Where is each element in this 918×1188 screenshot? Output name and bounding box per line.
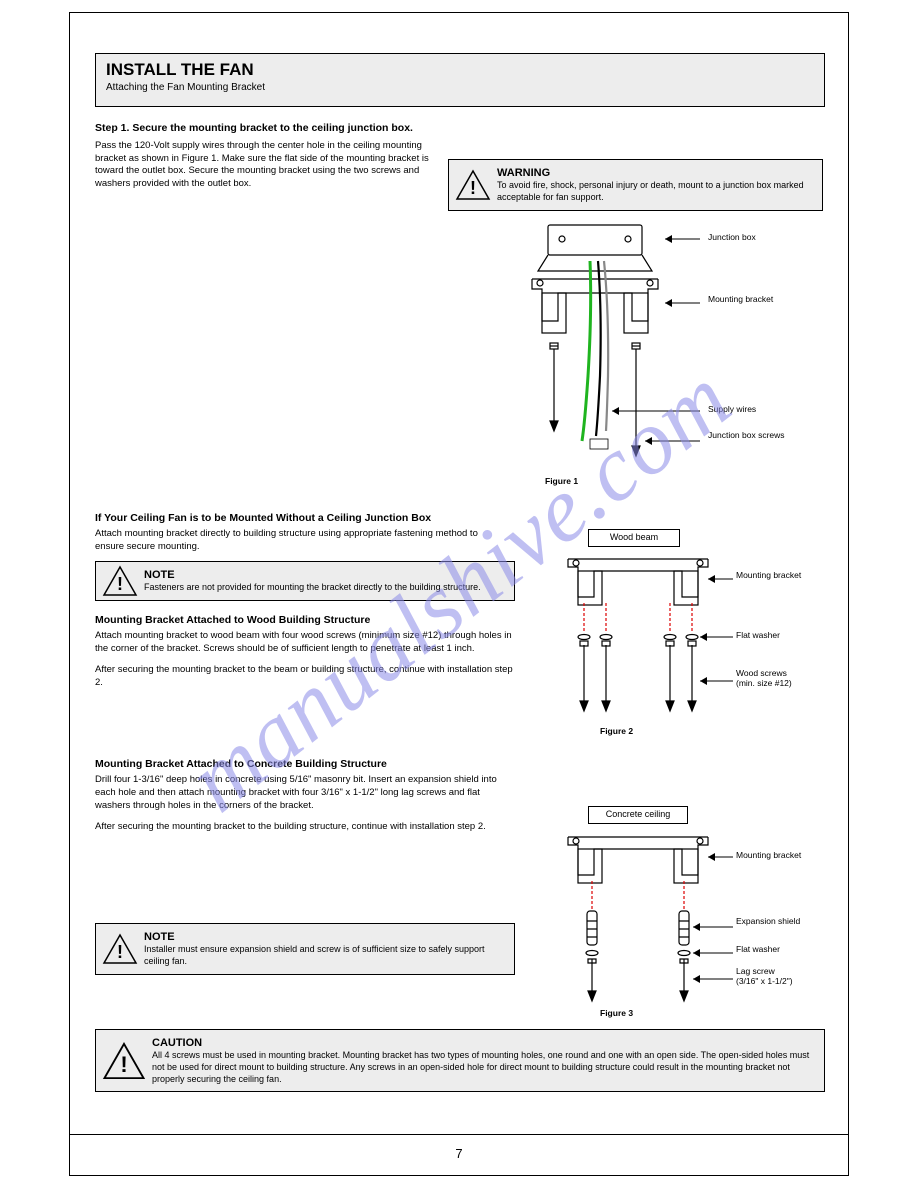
concrete-heading: Mounting Bracket Attached to Concrete Bu… [95,757,515,771]
fig3-label-ceiling: Concrete ceiling [588,806,688,824]
fig1-caption: Figure 1 [545,477,578,487]
svg-text:!: ! [117,942,123,962]
note1-body: Fasteners are not provided for mounting … [144,582,481,592]
fig2-label-bracket: Mounting bracket [736,571,806,581]
note1-title: NOTE [144,568,508,582]
svg-text:!: ! [470,178,476,198]
concrete-body: Drill four 1-3/16" deep holes in concret… [95,774,497,811]
note2-title: NOTE [144,930,508,944]
figure-3 [548,831,728,1006]
title-band: INSTALL THE FAN Attaching the Fan Mounti… [95,53,825,107]
figure-2 [548,553,728,723]
svg-text:!: ! [120,1052,127,1077]
warning-box-1: ! WARNING To avoid fire, shock, personal… [448,159,823,211]
step1-title: Step 1. Secure the mounting bracket to t… [95,122,413,134]
page-subheading: Attaching the Fan Mounting Bracket [106,82,814,93]
fig2-caption: Figure 2 [600,727,633,737]
fig3-label-shield: Expansion shield [736,917,816,927]
caution-box: ! CAUTION All 4 screws must be used in m… [95,1029,825,1092]
fig3-label-lag: Lag screw (3/16" x 1-1/2") [736,967,826,987]
figure-1 [490,221,710,471]
fig1-label-bracket: Mounting bracket [708,295,778,305]
mount-body: Attach mounting bracket directly to buil… [95,528,478,552]
concrete-block: Mounting Bracket Attached to Concrete Bu… [95,757,515,833]
caution-body: All 4 screws must be used in mounting br… [152,1050,809,1083]
step1-body: Pass the 120-Volt supply wires through t… [95,140,429,189]
footer-divider [70,1134,848,1135]
caution-title: CAUTION [152,1036,818,1050]
page-heading: INSTALL THE FAN [106,60,814,80]
mount-heading: If Your Ceiling Fan is to be Mounted Wit… [95,511,505,525]
warning-icon: ! [455,169,491,201]
svg-text:!: ! [117,574,123,594]
note-box-1: ! NOTE Fasteners are not provided for mo… [95,561,515,601]
fig2-label-screws: Wood screws (min. size #12) [736,669,826,689]
note-icon: ! [102,565,138,597]
mount-block: If Your Ceiling Fan is to be Mounted Wit… [95,511,505,554]
wood-block: Mounting Bracket Attached to Wood Buildi… [95,613,515,689]
warning1-body: To avoid fire, shock, personal injury or… [497,180,804,202]
fig2-label-washer: Flat washer [736,631,780,641]
wood-post: After securing the mounting bracket to t… [95,664,513,688]
fig2-label-beam: Wood beam [588,529,680,547]
note2-body: Installer must ensure expansion shield a… [144,944,485,966]
page-number: 7 [455,1146,462,1161]
step1-block: Step 1. Secure the mounting bracket to t… [95,121,435,191]
warning1-title: WARNING [497,166,816,180]
note2-icon: ! [102,933,138,965]
fig3-caption: Figure 3 [600,1009,633,1019]
fig1-label-jbox: Junction box [708,233,756,243]
concrete-post: After securing the mounting bracket to t… [95,821,486,832]
fig3-label-bracket: Mounting bracket [736,851,806,861]
fig1-label-wires: Supply wires [708,405,756,415]
page-frame: manualshive.com INSTALL THE FAN Attachin… [69,12,849,1176]
caution-icon: ! [102,1041,146,1081]
wood-body: Attach mounting bracket to wood beam wit… [95,630,512,654]
note-box-2: ! NOTE Installer must ensure expansion s… [95,923,515,975]
fig3-label-washer: Flat washer [736,945,780,955]
fig1-label-screws: Junction box screws [708,431,788,441]
wood-heading: Mounting Bracket Attached to Wood Buildi… [95,613,515,627]
